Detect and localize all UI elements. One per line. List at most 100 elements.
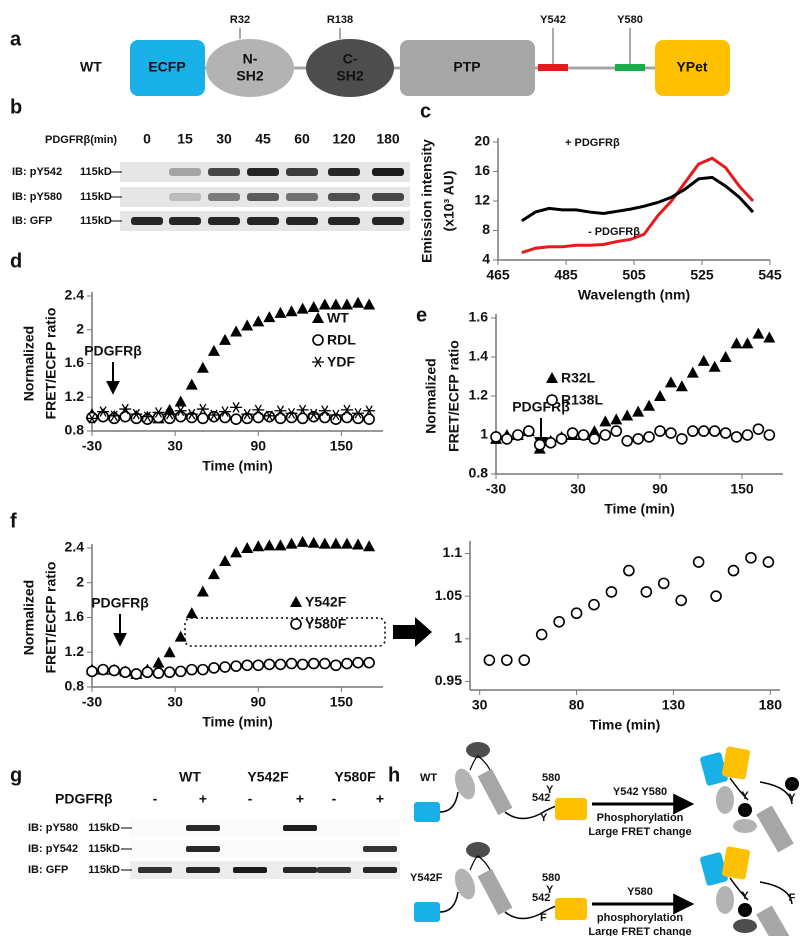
lane-sign: + [296, 791, 304, 807]
asterisk-marker [296, 404, 309, 416]
site-mark: Y [540, 812, 548, 824]
panel-label: a [10, 28, 22, 50]
circle-marker [553, 615, 565, 628]
legend-marker [312, 312, 324, 323]
x-tick-label: 90 [652, 481, 668, 497]
circle-marker [566, 427, 579, 439]
triangle-marker [318, 537, 331, 549]
triangle-marker [196, 361, 209, 373]
series-line [521, 156, 755, 255]
arrow-label: Y580 [627, 886, 653, 898]
y-tick-label: 2.4 [65, 539, 85, 555]
asterisk-marker [207, 409, 220, 421]
asterisk-marker [318, 405, 331, 417]
asterisk-marker [196, 403, 209, 415]
y-tick-label: 1.6 [65, 608, 85, 624]
circle-marker [632, 433, 644, 445]
linker [729, 877, 793, 905]
construct-name: WT [80, 59, 102, 75]
phospho-label: P [741, 905, 748, 917]
blot-row-label: IB: pY580 [12, 191, 62, 203]
circle-marker [512, 429, 524, 441]
x-tick-label: 505 [622, 267, 646, 283]
domain-label: N- [243, 51, 258, 67]
site-label: 580 [542, 872, 560, 884]
size-marker: 115kD [88, 864, 120, 876]
panel-label: c [420, 100, 431, 122]
group-label: Y542F [247, 769, 289, 785]
triangle-marker [230, 325, 243, 337]
circle-marker [533, 438, 546, 451]
triangle-marker [174, 395, 187, 407]
circle-marker [621, 435, 634, 447]
triangle-marker [643, 399, 656, 411]
circle-marker [588, 433, 601, 445]
y-tick-label: 0.95 [435, 672, 462, 688]
legend-label: Y580F [305, 616, 347, 632]
triangle-marker [174, 630, 187, 642]
y-tick-label: 1.6 [469, 309, 489, 325]
triangle-marker [686, 366, 699, 378]
asterisk-marker [363, 405, 376, 417]
y-axis-label: FRET/ECFP ratio [43, 308, 59, 420]
circle-marker [185, 411, 198, 424]
x-tick-label: 30 [167, 694, 183, 710]
legend-label: RDL [327, 332, 356, 348]
c-sh2 [466, 842, 490, 858]
x-tick-label: 30 [570, 481, 586, 497]
site-mark: Y [546, 784, 554, 796]
circle-marker [274, 412, 287, 425]
y-tick-label: 2.4 [65, 287, 85, 303]
y-tick-label: 1.2 [65, 388, 85, 404]
circle-marker [657, 577, 670, 590]
y-tick-label: 0.8 [469, 465, 489, 481]
size-marker: 115kD [80, 166, 112, 178]
circle-marker [588, 598, 600, 611]
site-label: R138 [327, 14, 353, 26]
circle-marker [605, 586, 618, 598]
x-tick-label: 545 [758, 267, 782, 283]
series-label: - PDGFRβ [588, 226, 640, 238]
circle-marker [763, 429, 776, 441]
lane-sign: - [332, 791, 337, 807]
n-sh2 [716, 886, 734, 914]
triangle-marker [296, 535, 309, 547]
asterisk-marker [152, 407, 165, 418]
size-marker: 115kD [80, 191, 112, 203]
x-tick-label: 465 [486, 267, 510, 283]
x-axis-label: Time (min) [604, 501, 675, 517]
domain-label: YPet [676, 59, 707, 75]
asterisk-marker [97, 406, 110, 417]
circle-marker [274, 658, 287, 671]
circle-marker [296, 658, 309, 671]
triangle-marker [588, 425, 601, 437]
circle-marker [208, 662, 220, 674]
triangle-marker [610, 413, 623, 425]
circle-marker [610, 425, 623, 437]
asterisk-marker [163, 408, 176, 420]
x-tick-label: 150 [330, 694, 354, 710]
circle-marker [97, 410, 109, 423]
circle-marker [363, 656, 375, 669]
circle-marker [263, 658, 276, 671]
y-tick-label: 2 [76, 573, 84, 589]
triangle-marker [274, 539, 287, 551]
x-tick-label: 150 [730, 481, 754, 497]
lane-label: 15 [177, 131, 193, 147]
asterisk-marker [174, 405, 187, 417]
site-y542 [538, 64, 568, 71]
circle-marker [745, 551, 757, 564]
circle-marker [152, 411, 165, 424]
size-marker: 115kD [88, 843, 120, 855]
asterisk-marker [241, 408, 254, 420]
y-tick-label: 1.4 [469, 348, 489, 364]
triangle-marker [329, 537, 342, 549]
circle-marker [252, 411, 265, 424]
annotation: PDGFRβ [91, 595, 149, 611]
triangle-marker [719, 351, 732, 362]
domain [306, 39, 394, 97]
x-tick-label: -30 [82, 438, 102, 454]
phospho [738, 803, 752, 817]
highlight-box [184, 617, 386, 647]
y-tick-label: 12 [474, 192, 490, 208]
